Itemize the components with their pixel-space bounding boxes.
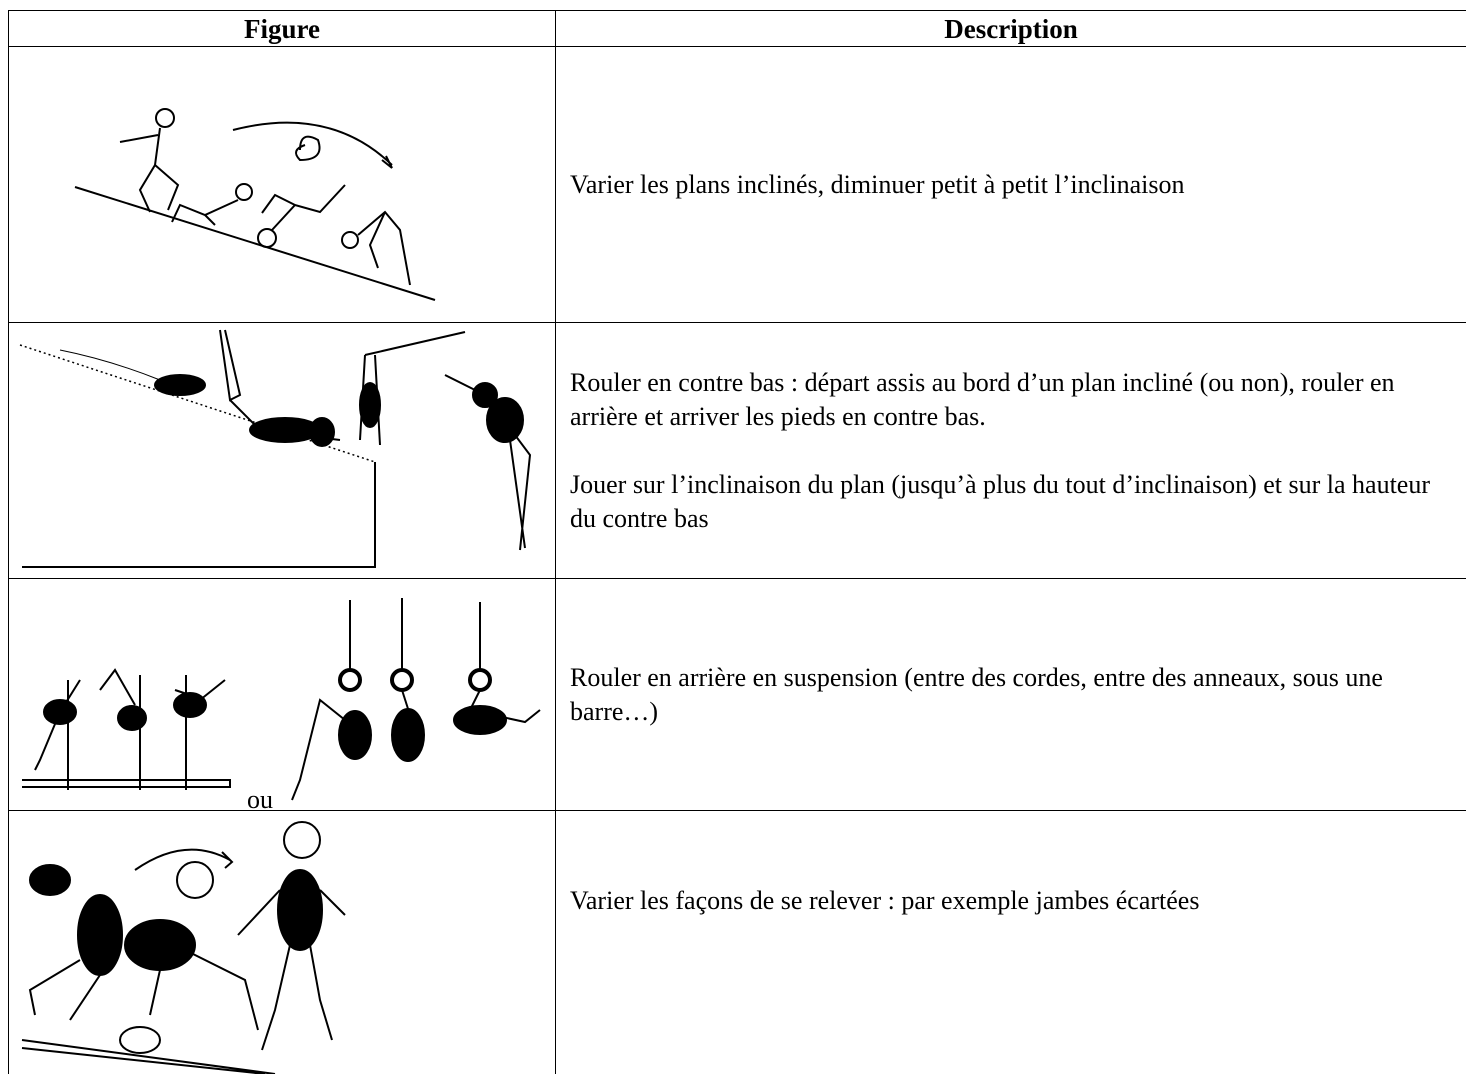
figure-contre-bas xyxy=(19,329,532,568)
description-cell: Varier les plans inclinés, diminuer peti… xyxy=(555,46,1466,323)
description-text: Varier les façons de se relever : par ex… xyxy=(570,885,1200,915)
description-text: Rouler en arrière en suspension (entre d… xyxy=(570,663,1383,726)
figure-cell xyxy=(8,46,555,323)
figure-cell xyxy=(8,810,555,1074)
header-text: Description xyxy=(944,14,1078,44)
header-cell: Description xyxy=(555,10,1466,47)
divider xyxy=(555,990,556,1074)
figure-incline xyxy=(74,108,436,301)
header-text: Figure xyxy=(244,14,320,44)
figure-relever xyxy=(21,821,346,1074)
description-text: Varier les plans inclinés, diminuer peti… xyxy=(570,170,1185,199)
description-text: Jouer sur l’inclinaison du plan (jusqu’à… xyxy=(570,470,1430,533)
figure-suspension xyxy=(22,598,541,801)
figures: ou xyxy=(19,108,541,1074)
header-cell: Figure xyxy=(8,10,555,47)
figure-cell xyxy=(8,322,555,579)
description-cell: Rouler en arrière en suspension (entre d… xyxy=(555,578,1466,811)
figure-label: ou xyxy=(247,785,273,814)
description-cell: Varier les façons de se relever : par ex… xyxy=(555,810,1466,990)
description-text: Rouler en contre bas : départ assis au b… xyxy=(570,368,1395,431)
description-cell: Rouler en contre bas : départ assis au b… xyxy=(555,322,1466,579)
figure-cell xyxy=(8,578,555,811)
